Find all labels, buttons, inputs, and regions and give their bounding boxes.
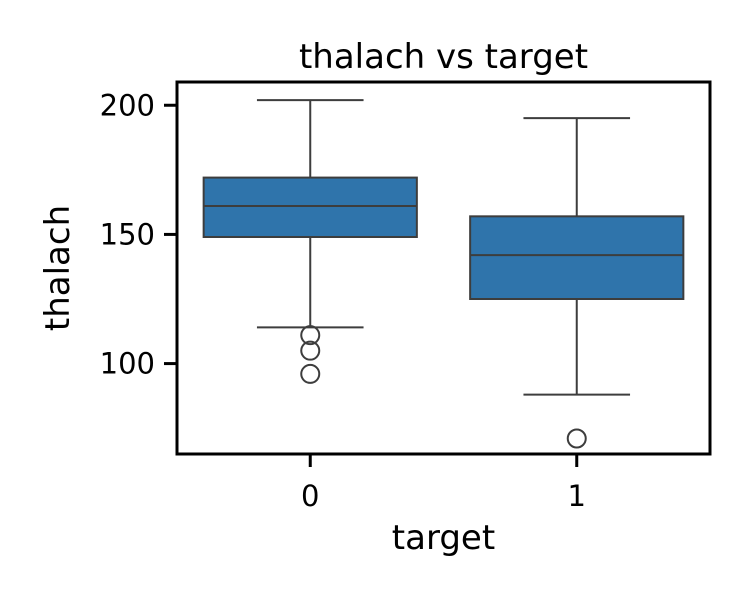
box-group-1 (469, 117, 685, 449)
outlier-point (300, 363, 321, 384)
outlier-point (566, 428, 587, 449)
y-tick-label: 200 (100, 88, 155, 122)
plot-frame (175, 80, 712, 456)
x-tick-label: 0 (301, 479, 319, 513)
outlier-point (300, 325, 321, 346)
y-tick-label: 150 (100, 217, 155, 251)
y-tick-label: 100 (100, 347, 155, 381)
x-tick-label: 1 (568, 479, 586, 513)
outlier-point (300, 340, 321, 361)
iqr-box (202, 176, 418, 238)
plot-area (202, 99, 685, 449)
box-group-0 (202, 99, 418, 384)
y-axis-label: thalach (38, 205, 78, 331)
x-axis-label: target (392, 518, 495, 558)
chart-title: thalach vs target (299, 37, 588, 77)
y-axis: 100 150 200 (100, 88, 177, 381)
iqr-box (469, 215, 685, 300)
